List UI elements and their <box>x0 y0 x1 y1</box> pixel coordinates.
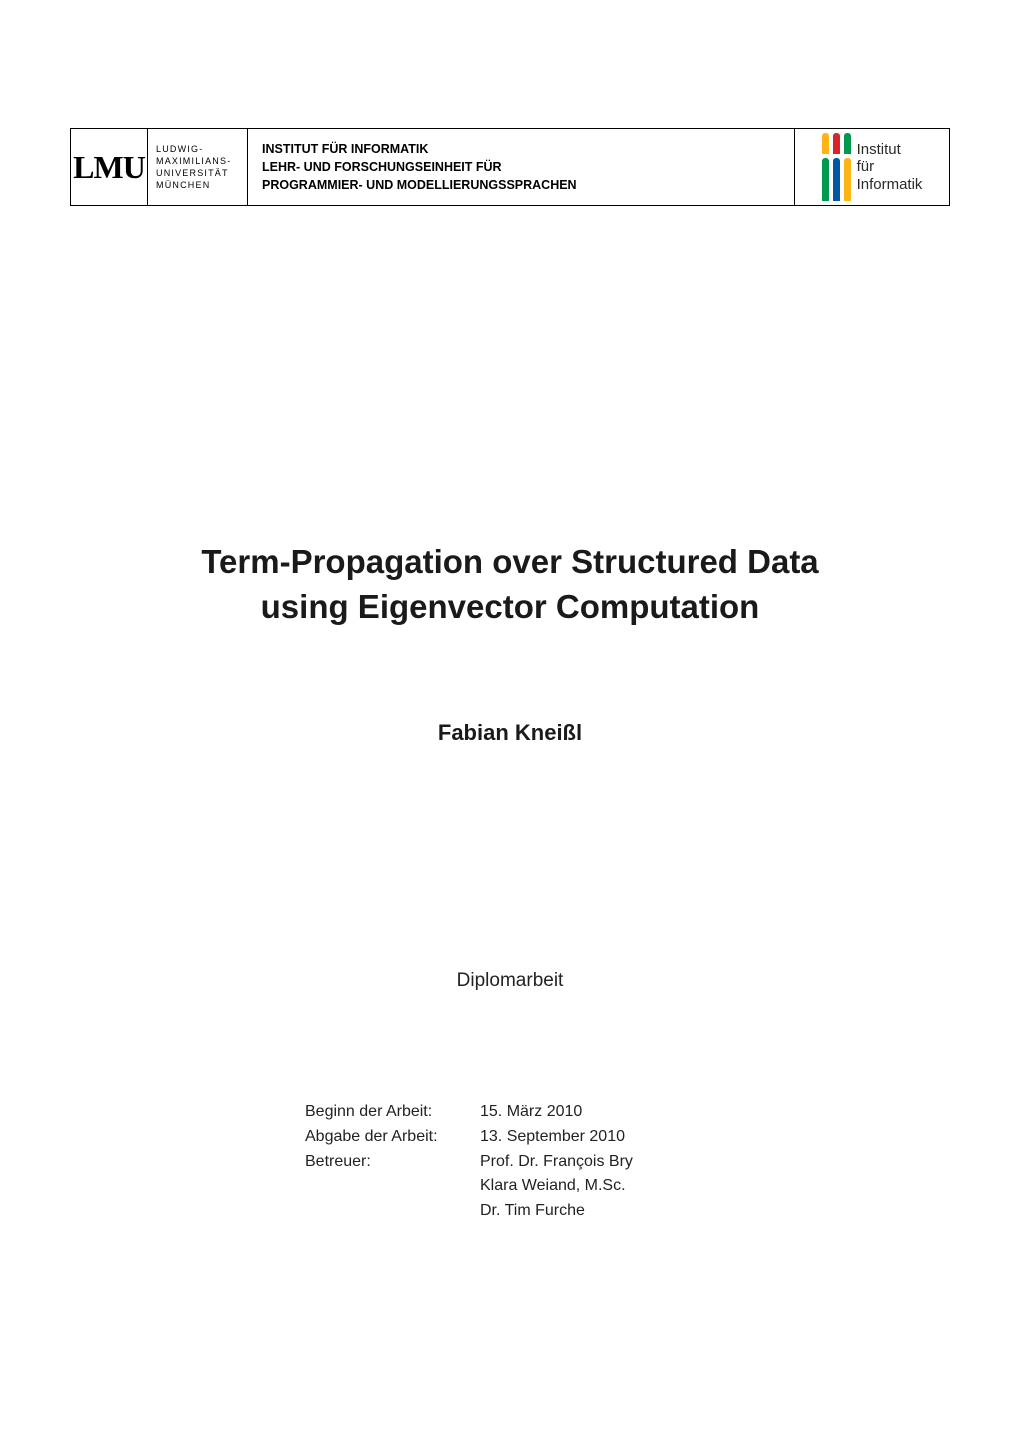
logo-bars-icon <box>822 133 851 201</box>
logo-bar <box>833 133 840 154</box>
meta-value: 15. März 2010 <box>480 1100 582 1125</box>
meta-table: Beginn der Arbeit: 15. März 2010 Abgabe … <box>305 1100 633 1224</box>
author-name: Fabian Kneißl <box>0 720 1020 746</box>
title-line: using Eigenvector Computation <box>0 585 1020 630</box>
meta-value: Dr. Tim Furche <box>480 1199 585 1224</box>
meta-row: Klara Weiand, M.Sc. <box>305 1174 633 1199</box>
logo-bar <box>833 158 840 201</box>
lmu-logo-box: LMU <box>70 128 148 206</box>
institute-line: PROGRAMMIER- UND MODELLIERUNGSSPRACHEN <box>262 176 794 194</box>
department-logo-box: Institut für Informatik <box>795 128 950 206</box>
university-line: LUDWIG- <box>156 143 247 155</box>
department-logo-line: für <box>857 158 923 175</box>
university-line: UNIVERSITÄT <box>156 167 247 179</box>
header-row: LMU LUDWIG- MAXIMILIANS- UNIVERSITÄT MÜN… <box>70 128 950 206</box>
meta-label: Abgabe der Arbeit: <box>305 1125 480 1150</box>
institute-box: INSTITUT FÜR INFORMATIK LEHR- UND FORSCH… <box>248 128 795 206</box>
meta-row: Abgabe der Arbeit: 13. September 2010 <box>305 1125 633 1150</box>
meta-row: Betreuer: Prof. Dr. François Bry <box>305 1150 633 1175</box>
logo-bar-col <box>844 133 851 201</box>
logo-bar <box>844 133 851 154</box>
institute-line: INSTITUT FÜR INFORMATIK <box>262 140 794 158</box>
logo-bar-col <box>822 133 829 201</box>
logo-bar-col <box>833 133 840 201</box>
meta-label <box>305 1174 480 1199</box>
department-logo-text: Institut für Informatik <box>857 141 923 193</box>
meta-label: Betreuer: <box>305 1150 480 1175</box>
logo-bar <box>822 133 829 154</box>
meta-value: Prof. Dr. François Bry <box>480 1150 633 1175</box>
meta-value: 13. September 2010 <box>480 1125 625 1150</box>
meta-label <box>305 1199 480 1224</box>
department-logo-line: Informatik <box>857 176 923 193</box>
university-line: MAXIMILIANS- <box>156 155 247 167</box>
meta-label: Beginn der Arbeit: <box>305 1100 480 1125</box>
title-block: Term-Propagation over Structured Data us… <box>0 540 1020 629</box>
meta-row: Beginn der Arbeit: 15. März 2010 <box>305 1100 633 1125</box>
logo-bar <box>822 158 829 201</box>
work-type-label: Diplomarbeit <box>0 970 1020 992</box>
institute-line: LEHR- UND FORSCHUNGSEINHEIT FÜR <box>262 158 794 176</box>
university-name-box: LUDWIG- MAXIMILIANS- UNIVERSITÄT MÜNCHEN <box>148 128 248 206</box>
meta-value: Klara Weiand, M.Sc. <box>480 1174 626 1199</box>
lmu-logo-text: LMU <box>73 149 145 186</box>
meta-row: Dr. Tim Furche <box>305 1199 633 1224</box>
title-line: Term-Propagation over Structured Data <box>0 540 1020 585</box>
university-line: MÜNCHEN <box>156 179 247 191</box>
department-logo-line: Institut <box>857 141 923 158</box>
logo-bar <box>844 158 851 201</box>
